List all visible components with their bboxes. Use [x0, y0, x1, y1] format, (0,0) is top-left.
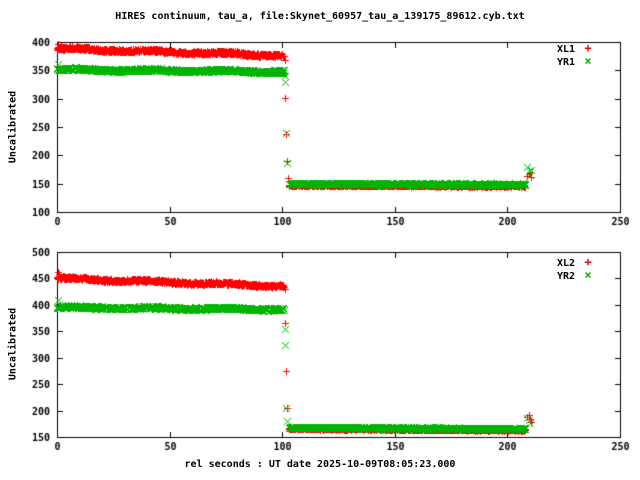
legend-label: XL2 [556, 258, 575, 269]
y-axis-label-bottom: Uncalibrated [7, 307, 19, 381]
legend-label: YR1 [556, 57, 575, 68]
y-axis-label-top: Uncalibrated [7, 90, 19, 164]
legend-label: YR2 [556, 271, 575, 282]
chart-title: HIRES continuum, tau_a, file:Skynet_6095… [115, 11, 525, 22]
legend-entry: YR1 × [520, 54, 604, 69]
plus-marker-icon: + [584, 41, 592, 55]
legend-top: XL1 + YR1 × [520, 41, 604, 69]
legend-entry: XL1 + [520, 41, 604, 56]
cross-marker-icon: × [584, 268, 592, 282]
legend-label: XL1 [556, 44, 575, 55]
x-axis-label: rel seconds : UT date 2025-10-09T08:05:2… [184, 459, 456, 470]
legend-bottom: XL2 + YR2 × [520, 255, 604, 283]
legend-entry: XL2 + [520, 255, 604, 270]
cross-marker-icon: × [584, 54, 592, 68]
plus-marker-icon: + [584, 255, 592, 269]
legend-entry: YR2 × [520, 268, 604, 283]
